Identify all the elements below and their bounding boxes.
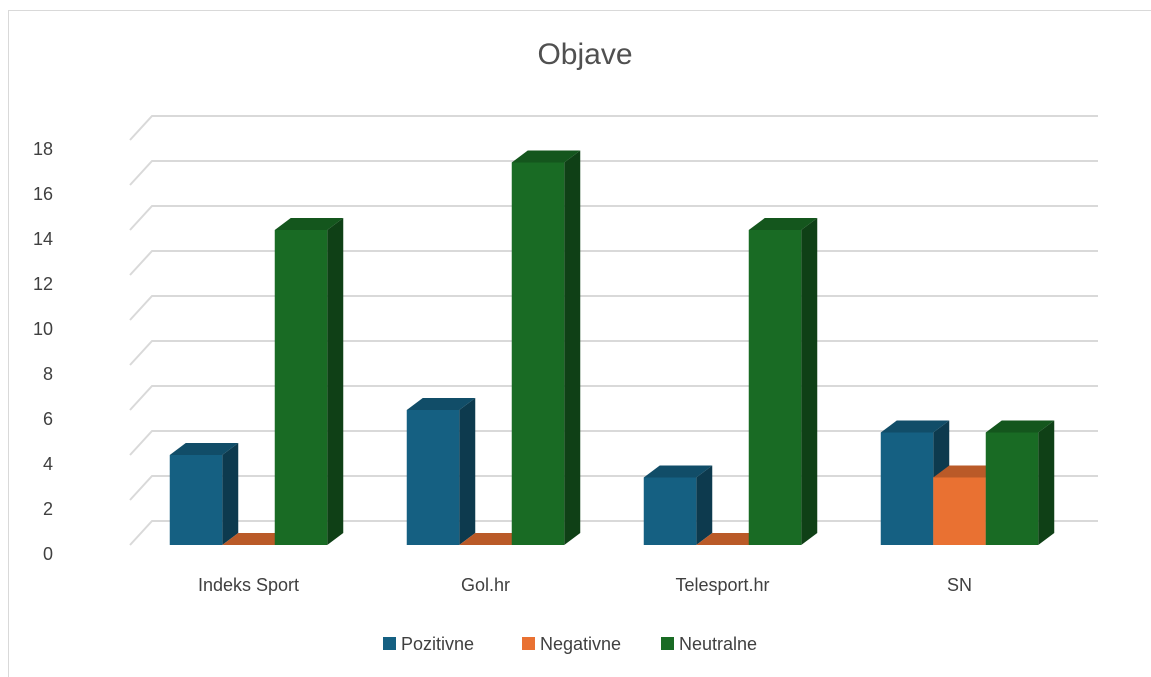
y-tick-label: 12	[33, 274, 53, 294]
bar-top	[933, 465, 1002, 478]
bar-side	[564, 150, 581, 545]
legend-label: Pozitivne	[401, 634, 474, 654]
bar-top	[511, 150, 581, 163]
y-tick-label: 16	[33, 184, 53, 204]
bar	[511, 150, 581, 545]
y-tick-label: 10	[33, 319, 53, 339]
legend-swatch	[383, 637, 396, 650]
y-tick-label: 18	[33, 139, 53, 159]
bar-front	[406, 410, 460, 545]
bar-top	[880, 420, 950, 433]
bar-top	[169, 443, 239, 455]
bar	[643, 465, 713, 545]
chart-title: Objave	[537, 38, 632, 71]
bar-top	[406, 398, 476, 410]
bar-top	[696, 533, 765, 545]
bar-front	[748, 230, 802, 545]
x-tick-label: Gol.hr	[461, 575, 510, 595]
bar-front	[274, 230, 328, 545]
legend-swatch	[661, 637, 674, 650]
bar-top	[643, 465, 713, 478]
y-tick-label: 8	[43, 364, 53, 384]
bar-side	[222, 443, 239, 545]
bar-front	[880, 432, 934, 545]
bar-side	[327, 218, 344, 545]
y-tick-label: 0	[43, 544, 53, 564]
x-tick-label: Telesport.hr	[675, 575, 769, 595]
bar	[459, 533, 528, 545]
bar-side	[1038, 420, 1055, 545]
y-tick-label: 2	[43, 499, 53, 519]
legend-label: Neutralne	[679, 634, 757, 654]
grid-line	[129, 160, 1098, 186]
bar-top	[748, 218, 818, 230]
bar-front	[169, 455, 223, 545]
bar-top	[985, 420, 1055, 433]
legend-label: Negativne	[540, 634, 621, 654]
bar	[169, 443, 239, 545]
bar-top	[222, 533, 291, 545]
x-tick-label: SN	[947, 575, 972, 595]
bar	[274, 218, 344, 545]
bar-top	[459, 533, 528, 545]
x-tick-label: Indeks Sport	[198, 575, 299, 595]
bar-top	[274, 218, 344, 230]
bar-side	[459, 398, 476, 545]
bar	[985, 420, 1055, 545]
bar	[222, 533, 291, 545]
y-tick-label: 14	[33, 229, 53, 249]
y-tick-label: 4	[43, 454, 53, 474]
grid-line	[129, 205, 1098, 231]
bar-side	[801, 218, 818, 545]
bar-front	[511, 162, 565, 545]
bar	[406, 398, 476, 545]
bar-side	[696, 465, 713, 545]
bar	[696, 533, 765, 545]
legend-swatch	[522, 637, 535, 650]
y-tick-label: 6	[43, 409, 53, 429]
bar-front	[643, 477, 697, 545]
bar-front	[985, 432, 1039, 545]
bar-front	[933, 477, 986, 545]
bar	[748, 218, 818, 545]
grid-line	[129, 115, 1098, 141]
